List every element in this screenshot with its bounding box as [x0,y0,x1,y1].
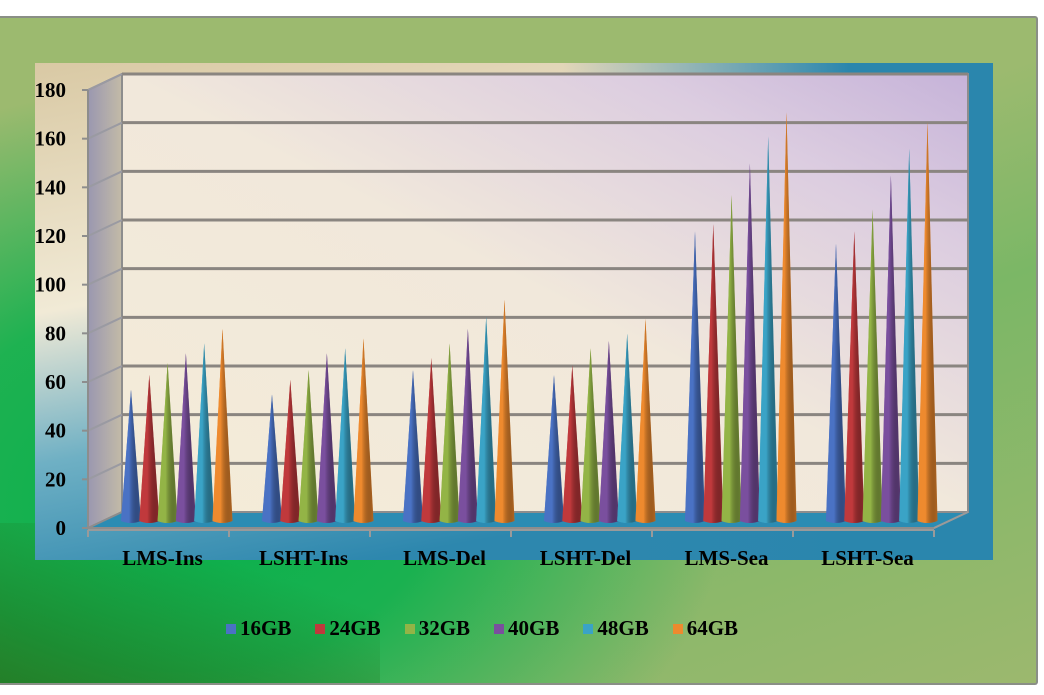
gridline-side [87,462,123,481]
y-tick-label: 160 [35,127,67,151]
y-tick-label: 40 [45,419,66,443]
legend-label: 24GB [329,616,381,640]
cone-64gb-lsht-del[interactable] [635,319,656,523]
cone-64gb-lms-sea[interactable] [776,112,797,523]
legend-label: 16GB [240,616,292,640]
cone-16gb-lsht-sea[interactable] [826,243,846,523]
cone-16gb-lms-ins[interactable] [121,389,141,523]
x-category-label: LMS-Ins [122,546,203,570]
cone-series [121,112,938,524]
legend-label: 48GB [597,616,649,640]
cone-64gb-lms-ins[interactable] [212,328,233,523]
gridline-side [87,267,123,286]
y-tick-label: 60 [45,370,66,394]
x-axis-ticks [87,530,935,537]
legend-swatch-32gb [404,623,415,634]
legend-item-24gb[interactable]: 24GB [315,616,381,640]
gridline-side [87,73,123,91]
x-category-label: LMS-Sea [685,546,770,570]
cone-64gb-lms-del[interactable] [494,299,515,523]
side-wall [87,72,123,530]
cone-64gb-lsht-ins[interactable] [353,338,374,524]
cone-48gb-lms-del[interactable] [476,316,497,523]
x-axis-labels: LMS-Ins LSHT-Ins LMS-Del LSHT-Del LMS-Sea LSH… [122,546,914,570]
cone-48gb-lms-ins[interactable] [194,343,215,523]
y-tick-label: 140 [35,175,67,199]
cone-16gb-lms-sea[interactable] [685,231,705,523]
gridline-side [87,121,123,140]
cone-40gb-lms-sea[interactable] [739,163,760,524]
cone-24gb-lms-sea[interactable] [703,224,724,523]
cone-24gb-lms-del[interactable] [421,357,442,523]
x-category-label: LSHT-Sea [821,546,914,570]
cone-48gb-lsht-del[interactable] [617,333,638,523]
y-axis-ticks: 0 20 40 60 80 100 120 140 160 180 [35,78,88,540]
legend-label: 64GB [686,616,739,640]
legend-swatch-48gb [583,623,594,634]
cone-48gb-lms-sea[interactable] [758,136,779,524]
cone-40gb-lms-ins[interactable] [175,353,196,523]
gridlines [87,72,968,481]
cone-32gb-lms-ins[interactable] [157,362,178,523]
legend-label: 32GB [418,616,471,640]
cone-48gb-lsht-sea[interactable] [899,148,920,523]
x-category-label: LSHT-Ins [259,546,348,570]
y-tick-label: 180 [35,78,67,102]
legend-label: 40GB [508,616,560,640]
gridline-side [87,170,123,189]
legend-item-48gb[interactable]: 48GB [583,616,649,640]
y-tick-label: 120 [35,224,67,248]
cone-40gb-lms-del[interactable] [457,328,478,523]
cone-40gb-lsht-del[interactable] [598,340,619,523]
legend-swatch-64gb [672,623,683,634]
gridline-side [87,316,123,335]
cone-32gb-lms-sea[interactable] [721,194,742,523]
y-tick-label: 0 [56,516,67,540]
cone-40gb-lsht-ins[interactable] [316,353,337,523]
cone-32gb-lms-del[interactable] [439,343,460,523]
back-wall [121,73,969,513]
y-tick-label: 20 [45,467,66,491]
floor-edge [933,511,969,529]
y-tick-label: 100 [35,273,67,297]
cone-32gb-lsht-ins[interactable] [298,370,319,523]
cone-32gb-lsht-sea[interactable] [862,209,883,524]
legend-item-16gb[interactable]: 16GB [226,618,291,639]
cone-24gb-lsht-del[interactable] [562,365,583,523]
cone-48gb-lsht-ins[interactable] [335,348,356,523]
cone-32gb-lsht-del[interactable] [580,348,601,523]
x-category-label: LSHT-Del [540,546,632,570]
cone-64gb-lsht-sea[interactable] [917,121,938,523]
legend-swatch-16gb [226,623,236,634]
y-tick-label: 80 [45,321,66,345]
cone-24gb-lsht-sea[interactable] [844,231,865,523]
x-category-label: LMS-Del [403,546,486,570]
gridline-side [87,365,123,383]
cone-16gb-lsht-ins[interactable] [262,394,282,523]
legend-item-32gb[interactable]: 32GB [404,616,471,640]
cone-16gb-lms-del[interactable] [403,370,423,523]
legend: 16GB 24GB 32GB 40GB 48GB 64GB [226,618,762,639]
cone-24gb-lsht-ins[interactable] [280,379,301,523]
gridline-side [87,219,123,237]
cone-40gb-lsht-sea[interactable] [880,175,901,523]
cone-16gb-lsht-del[interactable] [544,375,564,523]
legend-item-64gb[interactable]: 64GB [672,616,739,640]
legend-item-40gb[interactable]: 40GB [494,618,559,639]
legend-swatch-40gb [494,623,505,634]
gridline-side [87,413,123,432]
legend-swatch-24gb [315,623,326,634]
cone-24gb-lms-ins[interactable] [139,375,160,523]
